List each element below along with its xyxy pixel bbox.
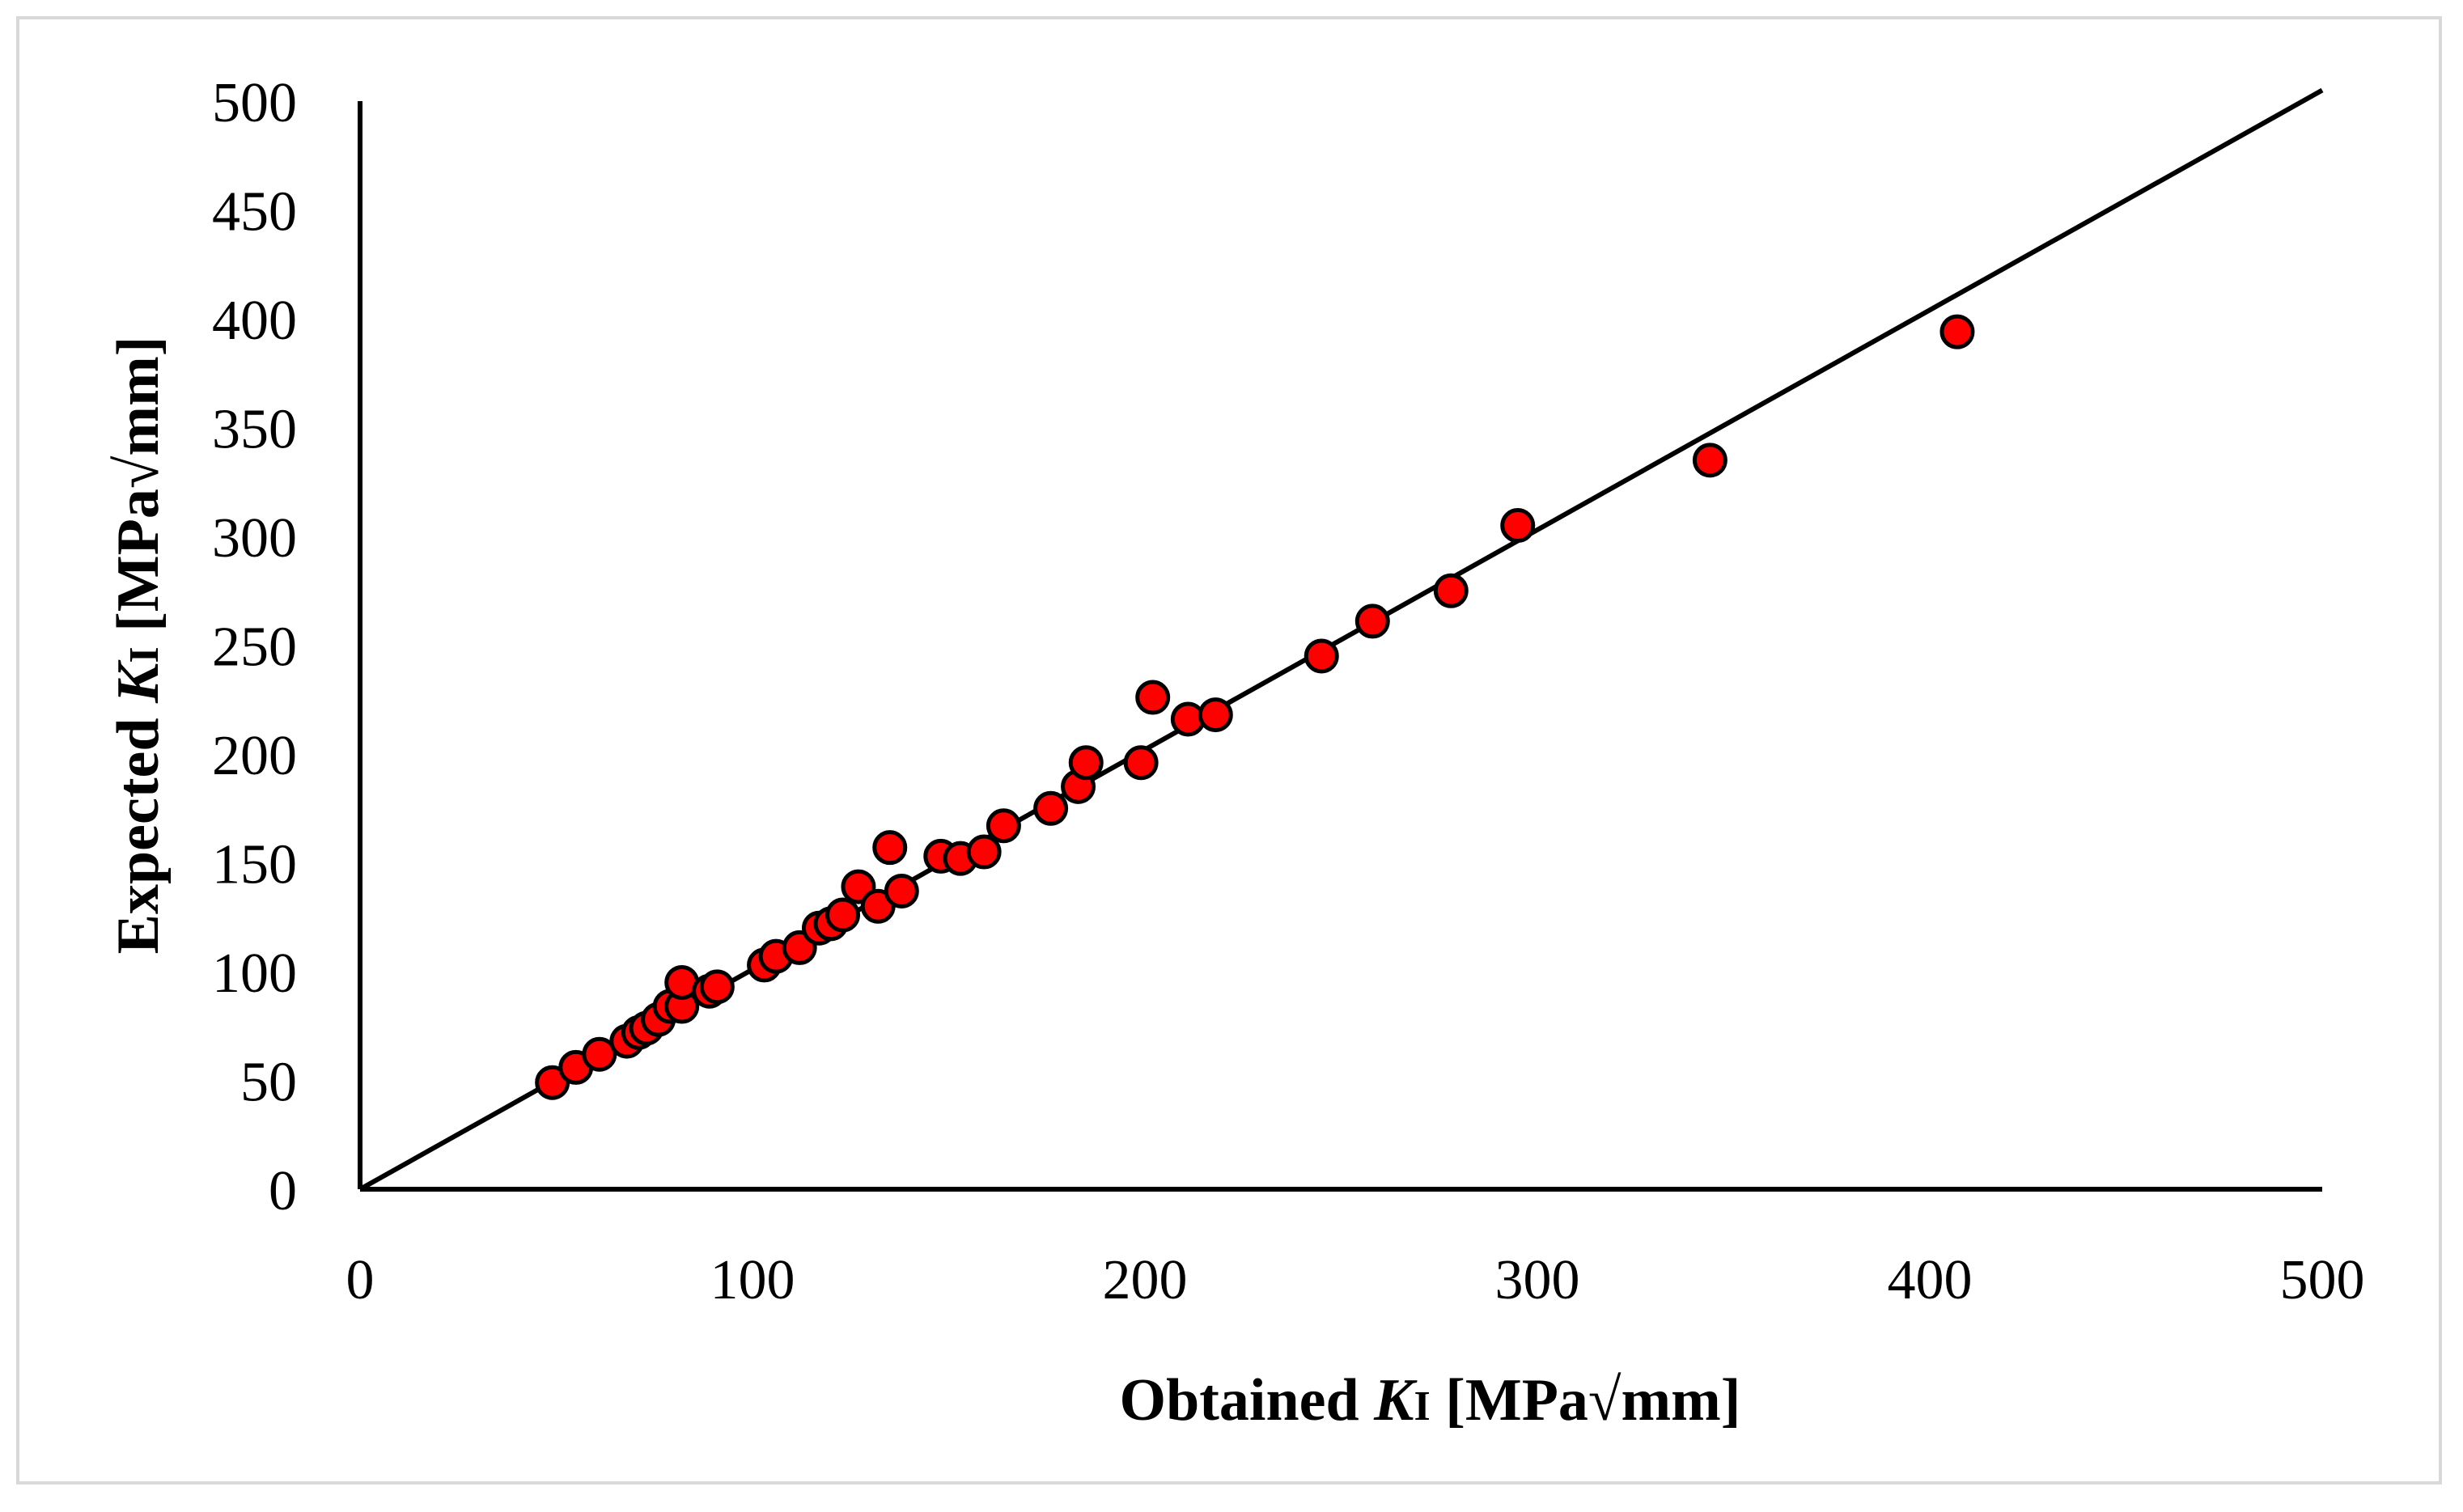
- y-tick-label: 500: [212, 72, 297, 134]
- data-point: [1304, 638, 1339, 674]
- x-tick-label: 400: [1888, 1249, 1973, 1311]
- data-point: [1433, 573, 1469, 608]
- data-points: [535, 314, 1975, 1100]
- data-point: [1033, 790, 1069, 826]
- y-axis-title: Expected KI [MPa√mm]: [105, 337, 172, 955]
- x-tick-labels: 0 100 200 300 400 500: [346, 1249, 2365, 1311]
- y-tick-label: 150: [212, 834, 297, 896]
- data-point: [966, 834, 1002, 870]
- y-tick-label: 350: [212, 399, 297, 461]
- data-point: [884, 873, 919, 908]
- data-point: [699, 969, 735, 1005]
- y-tick-label: 50: [240, 1052, 297, 1114]
- data-point: [1500, 508, 1536, 544]
- x-tick-label: 500: [2280, 1249, 2365, 1311]
- data-point: [1068, 745, 1104, 781]
- y-tick-label: 250: [212, 616, 297, 679]
- y-tick-label: 200: [212, 725, 297, 787]
- data-point: [872, 830, 908, 866]
- data-point: [1354, 604, 1390, 639]
- x-tick-label: 0: [346, 1249, 375, 1311]
- y-tick-label: 450: [212, 181, 297, 244]
- data-point: [1692, 443, 1727, 478]
- data-point: [582, 1036, 617, 1072]
- data-point: [1939, 314, 1975, 349]
- x-tick-label: 100: [710, 1249, 795, 1311]
- y-tick-label: 100: [212, 942, 297, 1005]
- data-point: [825, 897, 861, 933]
- x-axis-title: Obtained KI [MPa√mm]: [1120, 1367, 1741, 1434]
- x-tick-label: 300: [1495, 1249, 1580, 1311]
- y-tick-label: 0: [269, 1160, 297, 1222]
- data-point: [986, 808, 1021, 844]
- chart-frame: [16, 16, 2442, 1484]
- data-point: [1135, 680, 1171, 715]
- data-point: [1123, 745, 1159, 781]
- data-point: [1198, 697, 1233, 733]
- x-tick-label: 200: [1103, 1249, 1188, 1311]
- y-tick-labels: 0 50 100 150 200 250 300 350 400 450 500: [212, 72, 297, 1222]
- y-tick-label: 300: [212, 507, 297, 570]
- y-tick-label: 400: [212, 290, 297, 352]
